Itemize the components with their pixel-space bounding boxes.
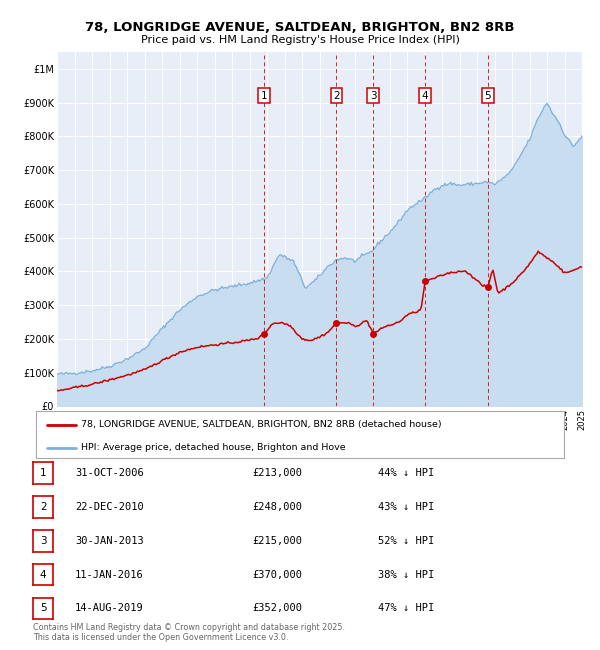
Text: 44% ↓ HPI: 44% ↓ HPI bbox=[378, 468, 434, 478]
Text: 22-DEC-2010: 22-DEC-2010 bbox=[75, 502, 144, 512]
Text: £215,000: £215,000 bbox=[252, 536, 302, 546]
Text: 5: 5 bbox=[40, 603, 47, 614]
Text: 1: 1 bbox=[261, 91, 268, 101]
Text: 78, LONGRIDGE AVENUE, SALTDEAN, BRIGHTON, BN2 8RB: 78, LONGRIDGE AVENUE, SALTDEAN, BRIGHTON… bbox=[85, 21, 515, 34]
Text: 30-JAN-2013: 30-JAN-2013 bbox=[75, 536, 144, 546]
Text: 11-JAN-2016: 11-JAN-2016 bbox=[75, 569, 144, 580]
Text: 5: 5 bbox=[485, 91, 491, 101]
Text: 78, LONGRIDGE AVENUE, SALTDEAN, BRIGHTON, BN2 8RB (detached house): 78, LONGRIDGE AVENUE, SALTDEAN, BRIGHTON… bbox=[81, 420, 442, 429]
Text: 3: 3 bbox=[370, 91, 377, 101]
Text: 38% ↓ HPI: 38% ↓ HPI bbox=[378, 569, 434, 580]
Text: 2: 2 bbox=[40, 502, 47, 512]
Text: 2: 2 bbox=[333, 91, 340, 101]
Text: 1: 1 bbox=[40, 468, 47, 478]
Text: Price paid vs. HM Land Registry's House Price Index (HPI): Price paid vs. HM Land Registry's House … bbox=[140, 35, 460, 46]
Text: 14-AUG-2019: 14-AUG-2019 bbox=[75, 603, 144, 614]
Text: 3: 3 bbox=[40, 536, 47, 546]
Text: HPI: Average price, detached house, Brighton and Hove: HPI: Average price, detached house, Brig… bbox=[81, 443, 346, 452]
Text: Contains HM Land Registry data © Crown copyright and database right 2025.
This d: Contains HM Land Registry data © Crown c… bbox=[33, 623, 345, 642]
Text: £248,000: £248,000 bbox=[252, 502, 302, 512]
Text: 4: 4 bbox=[40, 569, 47, 580]
Text: 4: 4 bbox=[422, 91, 428, 101]
Text: £352,000: £352,000 bbox=[252, 603, 302, 614]
Text: 47% ↓ HPI: 47% ↓ HPI bbox=[378, 603, 434, 614]
Text: £370,000: £370,000 bbox=[252, 569, 302, 580]
Text: 52% ↓ HPI: 52% ↓ HPI bbox=[378, 536, 434, 546]
Text: 43% ↓ HPI: 43% ↓ HPI bbox=[378, 502, 434, 512]
Text: 31-OCT-2006: 31-OCT-2006 bbox=[75, 468, 144, 478]
Text: £213,000: £213,000 bbox=[252, 468, 302, 478]
